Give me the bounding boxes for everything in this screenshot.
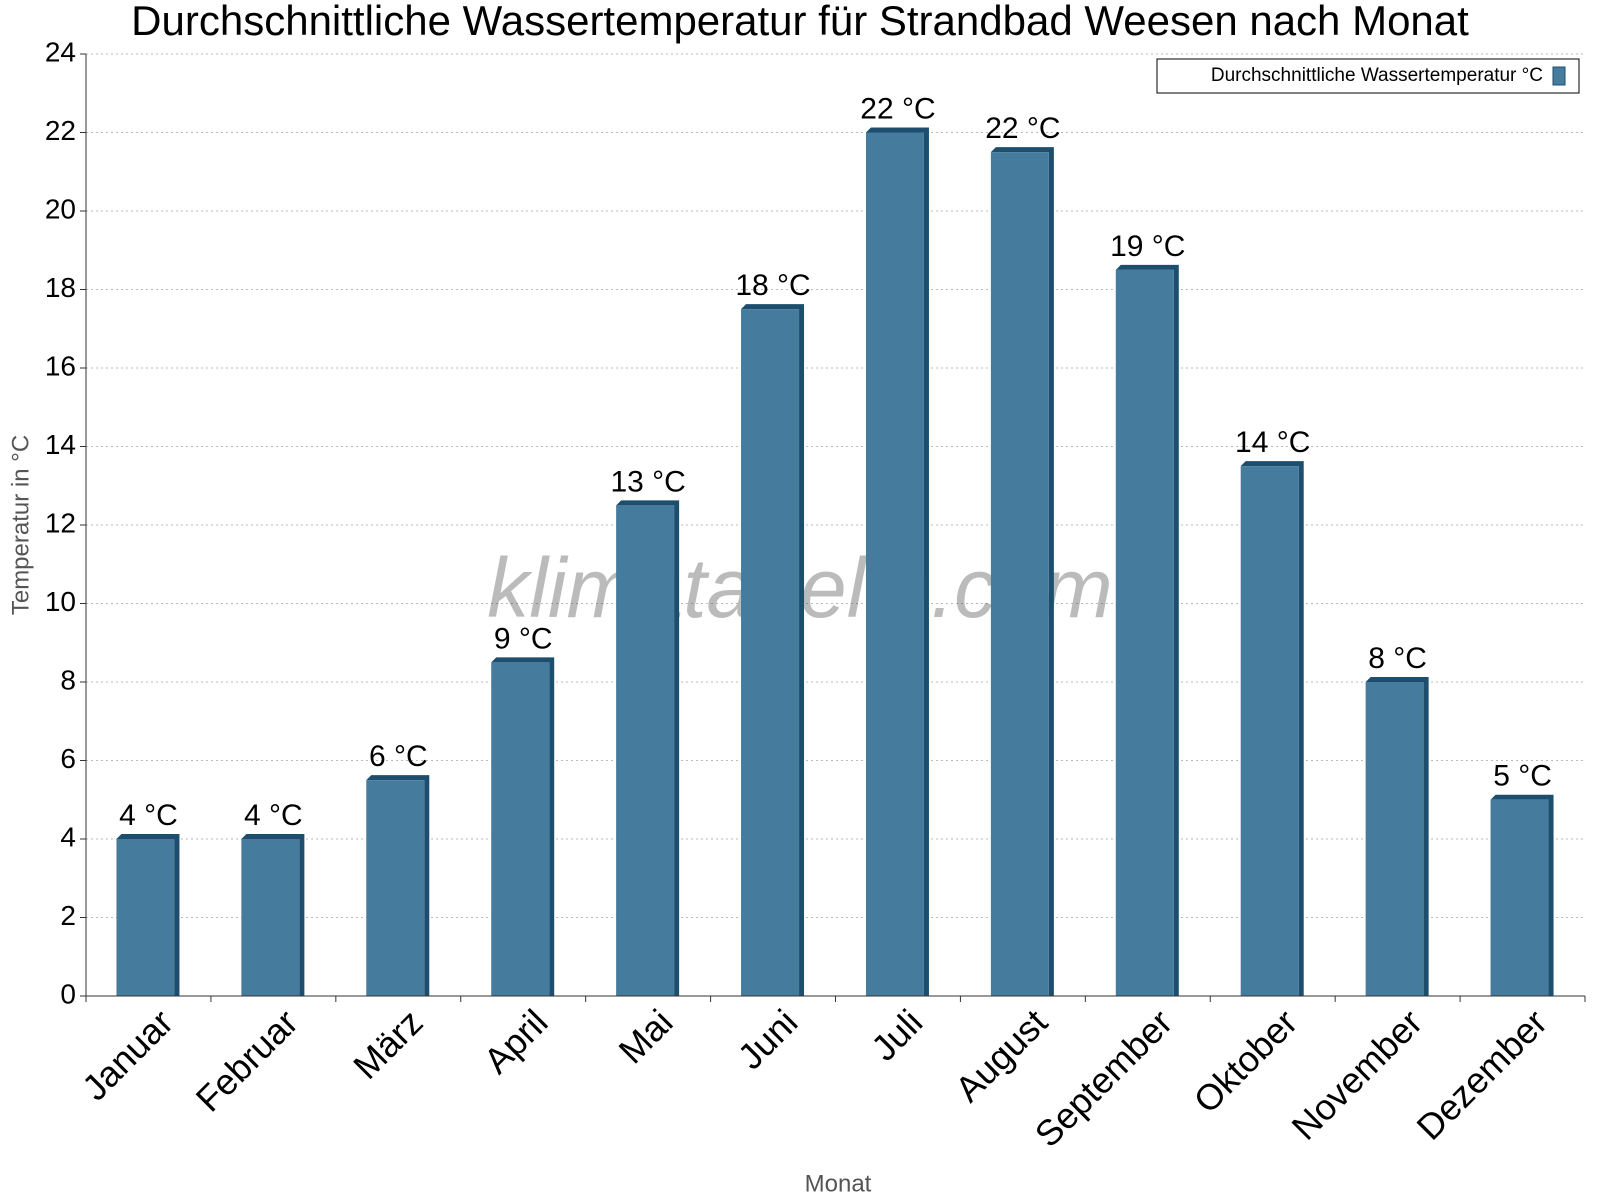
value-label: 14 °C xyxy=(1235,426,1310,459)
bar xyxy=(491,662,550,996)
bar xyxy=(741,309,800,996)
y-tick-label: 14 xyxy=(45,429,76,460)
bar xyxy=(1365,682,1424,996)
x-tick-label: März xyxy=(345,1001,431,1087)
value-label: 8 °C xyxy=(1368,642,1427,675)
bar xyxy=(1240,466,1299,996)
x-tick-label: April xyxy=(476,1001,556,1081)
y-tick-label: 2 xyxy=(60,900,76,931)
y-tick-label: 4 xyxy=(60,821,76,852)
value-label: 13 °C xyxy=(610,465,685,498)
value-label: 22 °C xyxy=(860,92,935,125)
legend-label: Durchschnittliche Wassertemperatur °C xyxy=(1211,65,1543,86)
bar xyxy=(616,505,675,996)
legend-swatch xyxy=(1552,66,1566,86)
y-tick-label: 18 xyxy=(45,272,76,303)
x-tick-label: Juni xyxy=(730,1001,806,1077)
bar xyxy=(1115,269,1174,996)
y-axis-label: Temperatur in °C xyxy=(7,435,34,615)
x-tick-label: Oktober xyxy=(1186,1001,1306,1121)
chart-title: Durchschnittliche Wassertemperatur für S… xyxy=(131,0,1469,44)
y-tick-label: 24 xyxy=(45,36,76,67)
y-tick-label: 22 xyxy=(45,115,76,146)
bar xyxy=(116,839,175,996)
x-tick-label: Juli xyxy=(863,1001,930,1068)
bar xyxy=(241,839,300,996)
y-tick-label: 0 xyxy=(60,978,76,1009)
value-label: 22 °C xyxy=(985,112,1060,145)
value-label: 6 °C xyxy=(369,740,428,773)
value-label: 5 °C xyxy=(1493,760,1552,793)
bar xyxy=(366,780,425,996)
x-tick-label: August xyxy=(947,1001,1055,1109)
y-tick-label: 16 xyxy=(45,350,76,381)
y-tick-label: 6 xyxy=(60,743,76,774)
x-tick-label: Dezember xyxy=(1409,1001,1555,1147)
legend-box xyxy=(1156,58,1580,94)
bar xyxy=(990,152,1049,996)
bar xyxy=(1490,799,1549,996)
x-tick-label: September xyxy=(1027,1001,1181,1155)
y-tick-label: 8 xyxy=(60,664,76,695)
y-tick-label: 20 xyxy=(45,193,76,224)
x-tick-label: Februar xyxy=(188,1001,306,1119)
x-tick-label: November xyxy=(1284,1001,1430,1147)
x-tick-label: Mai xyxy=(610,1001,680,1071)
x-tick-label: Januar xyxy=(74,1001,181,1108)
y-tick-label: 12 xyxy=(45,507,76,538)
y-tick-label: 10 xyxy=(45,586,76,617)
bar xyxy=(865,132,924,996)
value-label: 4 °C xyxy=(244,799,303,832)
value-label: 18 °C xyxy=(735,269,810,302)
value-label: 19 °C xyxy=(1110,230,1185,263)
x-axis-label: Monat xyxy=(805,1170,872,1197)
value-label: 9 °C xyxy=(494,622,553,655)
value-label: 4 °C xyxy=(119,799,178,832)
